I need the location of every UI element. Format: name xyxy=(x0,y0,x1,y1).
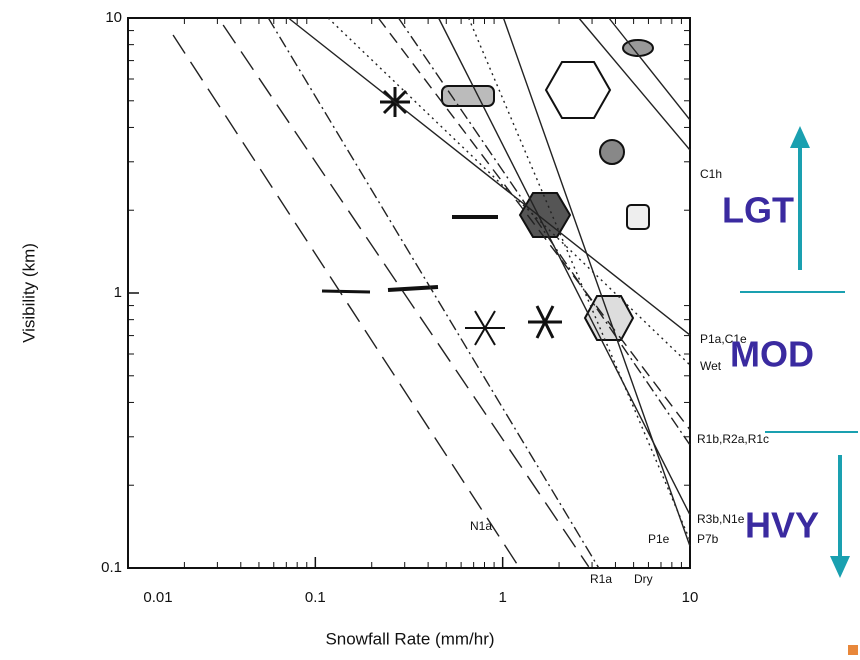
y-tick-label: 0.1 xyxy=(101,559,122,576)
series-line xyxy=(399,18,690,445)
x-tick-label: 10 xyxy=(682,589,699,606)
y-axis-label: Visibility (km) xyxy=(19,243,38,343)
annotation: R1b,R2a,R1c xyxy=(697,432,769,446)
annotation: R1a xyxy=(590,572,612,586)
annotation: R3b,N1e xyxy=(697,512,745,526)
intensity-label: HVY xyxy=(745,505,819,546)
y-tick-label: 10 xyxy=(105,9,122,26)
annotation: C1h xyxy=(700,167,722,181)
corner-mark xyxy=(848,645,858,655)
series-line xyxy=(579,18,690,150)
annotation: Dry xyxy=(634,572,653,586)
x-tick-label: 0.01 xyxy=(143,589,172,606)
x-tick-label: 0.1 xyxy=(305,589,326,606)
series-line xyxy=(503,18,690,546)
series-line xyxy=(173,35,519,567)
series-line xyxy=(268,18,599,568)
series-line xyxy=(288,18,690,335)
annotation: P7b xyxy=(697,532,719,546)
y-tick-label: 1 xyxy=(114,284,122,301)
intensity-label: LGT xyxy=(722,190,794,231)
annotation: P1e xyxy=(648,532,670,546)
annotation: N1a xyxy=(470,519,492,533)
x-tick-label: 1 xyxy=(498,589,506,606)
annotation: Wet xyxy=(700,359,722,373)
series-line xyxy=(223,25,589,567)
intensity-label: MOD xyxy=(730,334,814,375)
x-axis-label: Snowfall Rate (mm/hr) xyxy=(325,629,494,648)
chart: Snowfall Rate (mm/hr) Visibility (km) 0.… xyxy=(0,0,860,660)
series-line xyxy=(469,18,690,540)
